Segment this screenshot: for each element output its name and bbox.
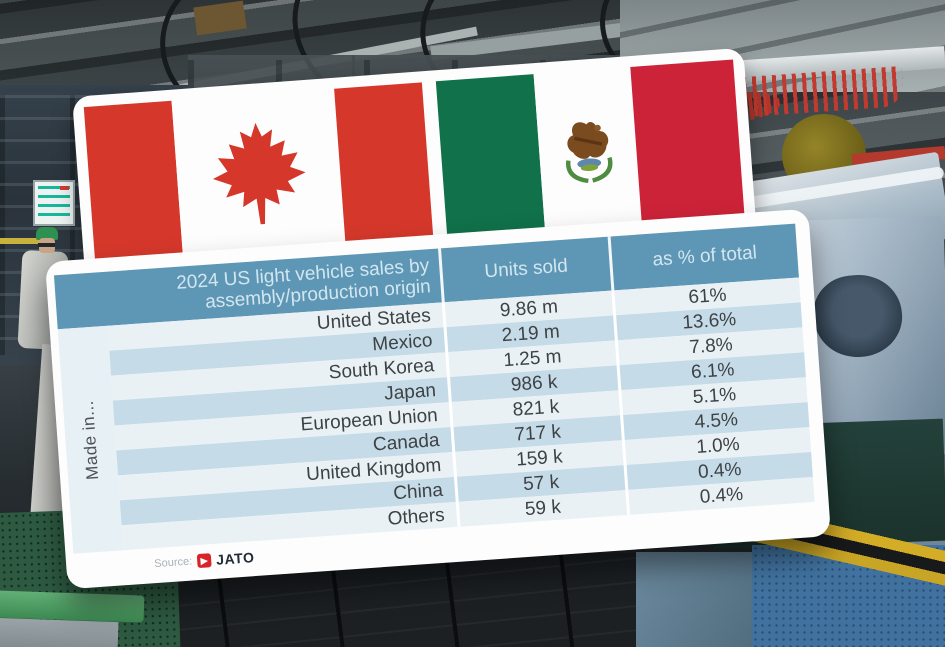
canada-flag-center bbox=[171, 88, 346, 259]
yellow-rail bbox=[0, 238, 48, 244]
monitor-screen-text bbox=[38, 186, 70, 220]
green-guard-rail bbox=[0, 590, 145, 623]
maple-leaf-icon bbox=[212, 122, 306, 225]
canada-flag bbox=[83, 82, 434, 265]
gray-floor-strip bbox=[0, 617, 119, 647]
jato-logo-icon: ▶ bbox=[196, 553, 212, 569]
worker-cap bbox=[36, 227, 58, 240]
made-in-label: Made in... bbox=[77, 399, 103, 481]
mexico-flag-green-band bbox=[435, 74, 546, 239]
mexico-coat-of-arms-icon bbox=[565, 122, 612, 184]
worker-glasses bbox=[38, 243, 55, 247]
flags-card bbox=[72, 47, 758, 295]
source-label: Source: bbox=[153, 555, 193, 571]
mexico-flag bbox=[435, 59, 745, 239]
table-rows: United States 9.86 m 61% Mexico 2.19 m 1… bbox=[107, 277, 815, 551]
sales-table: 2024 US light vehicle sales by assembly/… bbox=[53, 223, 815, 554]
canada-flag-left-band bbox=[83, 100, 184, 265]
sales-table-card: 2024 US light vehicle sales by assembly/… bbox=[45, 208, 832, 590]
mexico-flag-center bbox=[533, 67, 642, 232]
monitor-logo bbox=[60, 186, 69, 190]
jato-brand-name: JATO bbox=[215, 549, 256, 568]
mexico-flag-red-band bbox=[630, 59, 745, 225]
canada-flag-right-band bbox=[334, 82, 434, 247]
